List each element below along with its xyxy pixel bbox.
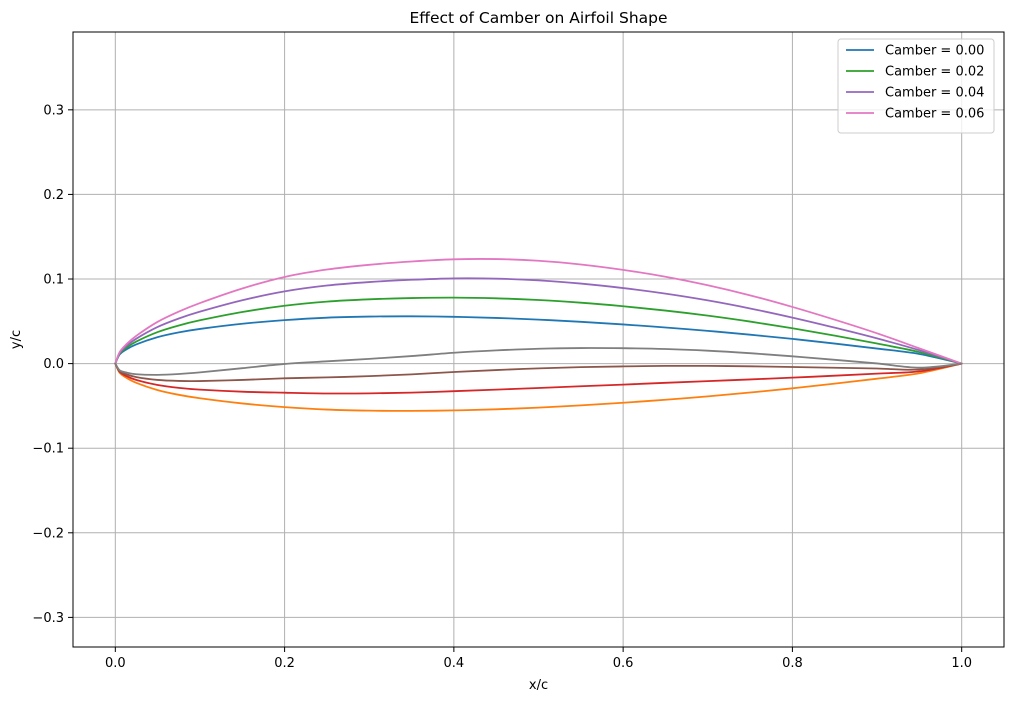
legend-entry: Camber = 0.06 — [885, 107, 984, 122]
x-tick-label: 1.0 — [951, 656, 972, 671]
legend-box — [837, 38, 995, 134]
y-tick-label: −0.2 — [32, 526, 64, 541]
x-tick-label: 0.2 — [274, 656, 295, 671]
series-line-7-lower — [114, 347, 963, 376]
series-line-5-lower — [114, 362, 963, 383]
x-tick-label: 0.4 — [444, 656, 465, 671]
y-tick-label: 0.3 — [43, 103, 64, 118]
x-tick-label: 0.6 — [613, 656, 634, 671]
x-tick-label: 0.8 — [782, 656, 803, 671]
series-line-0-upper — [114, 315, 963, 365]
grid — [73, 32, 1004, 647]
y-tick-label: 0.0 — [43, 357, 64, 372]
x-axis-label: x/c — [529, 678, 548, 693]
plot-frame — [72, 31, 1005, 648]
x-tick-label: 0.0 — [105, 656, 126, 671]
series-line-3-lower — [114, 362, 963, 395]
series-line-1-lower — [114, 362, 963, 412]
legend-entry: Camber = 0.00 — [885, 44, 984, 59]
legend-entry: Camber = 0.04 — [885, 86, 984, 101]
y-tick-label: 0.1 — [43, 273, 64, 288]
series-line-4-upper — [114, 277, 963, 365]
chart-title: Effect of Camber on Airfoil Shape — [409, 9, 667, 27]
y-axis-label: y/c — [9, 330, 24, 349]
series-line-6-upper — [114, 258, 963, 365]
series-line-2-upper — [114, 296, 963, 365]
axis-ticks: 0.0 0.2 0.4 0.6 0.8 1.0 −0.3 −0.2 −0.1 0.0 0.1 0.2 0… — [32, 103, 972, 671]
y-tick-label: −0.1 — [32, 442, 64, 457]
series-lines — [114, 258, 963, 412]
y-tick-label: −0.3 — [32, 611, 64, 626]
legend-entry: Camber = 0.02 — [885, 65, 984, 80]
y-tick-label: 0.2 — [43, 188, 64, 203]
legend: Camber = 0.00 Camber = 0.02 Camber = 0.04 C… — [837, 38, 995, 134]
